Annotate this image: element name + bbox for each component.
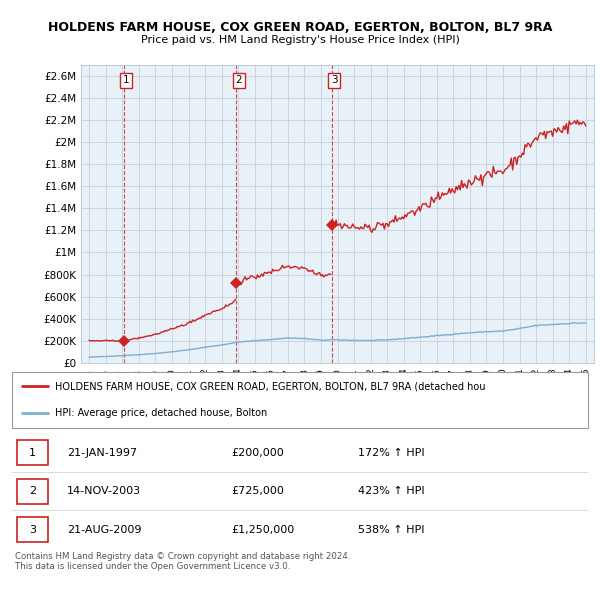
Text: £200,000: £200,000 — [231, 448, 284, 458]
Text: HOLDENS FARM HOUSE, COX GREEN ROAD, EGERTON, BOLTON, BL7 9RA: HOLDENS FARM HOUSE, COX GREEN ROAD, EGER… — [48, 21, 552, 34]
Text: 21-AUG-2009: 21-AUG-2009 — [67, 525, 141, 535]
Text: 3: 3 — [331, 76, 338, 86]
Bar — [17, 478, 48, 504]
Text: 2: 2 — [235, 76, 242, 86]
Text: 1: 1 — [29, 448, 36, 458]
Text: £1,250,000: £1,250,000 — [231, 525, 294, 535]
Bar — [17, 517, 48, 542]
Text: HPI: Average price, detached house, Bolton: HPI: Average price, detached house, Bolt… — [55, 408, 268, 418]
Text: 538% ↑ HPI: 538% ↑ HPI — [358, 525, 424, 535]
Text: £725,000: £725,000 — [231, 486, 284, 496]
Text: 2: 2 — [29, 486, 36, 496]
Bar — [17, 440, 48, 466]
Text: Price paid vs. HM Land Registry's House Price Index (HPI): Price paid vs. HM Land Registry's House … — [140, 35, 460, 45]
Text: 1: 1 — [123, 76, 130, 86]
Text: 21-JAN-1997: 21-JAN-1997 — [67, 448, 137, 458]
Text: 423% ↑ HPI: 423% ↑ HPI — [358, 486, 424, 496]
Text: Contains HM Land Registry data © Crown copyright and database right 2024.
This d: Contains HM Land Registry data © Crown c… — [15, 552, 350, 571]
Text: 172% ↑ HPI: 172% ↑ HPI — [358, 448, 424, 458]
Text: 3: 3 — [29, 525, 36, 535]
Text: 14-NOV-2003: 14-NOV-2003 — [67, 486, 141, 496]
Text: HOLDENS FARM HOUSE, COX GREEN ROAD, EGERTON, BOLTON, BL7 9RA (detached hou: HOLDENS FARM HOUSE, COX GREEN ROAD, EGER… — [55, 381, 486, 391]
